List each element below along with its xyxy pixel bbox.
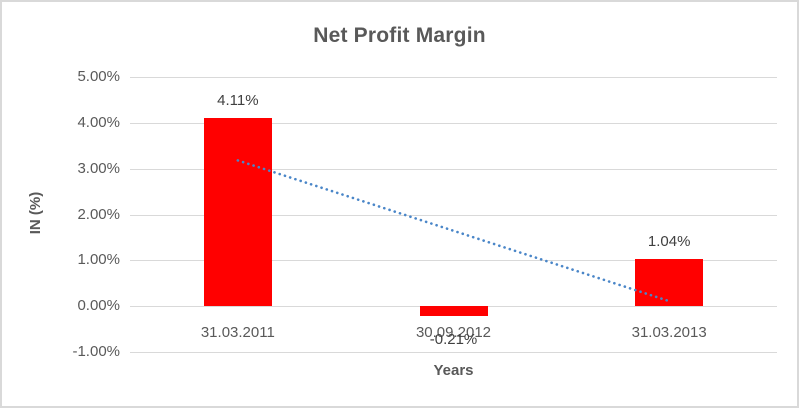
y-tick-label: 2.00%: [77, 205, 120, 223]
y-tick-label: 3.00%: [77, 159, 120, 177]
y-gridline: [130, 352, 777, 353]
bar: [635, 258, 704, 307]
x-category-label: 31.03.2013: [631, 324, 707, 342]
x-category-label: 31.03.2011: [200, 324, 275, 342]
y-gridline: [130, 168, 777, 170]
y-gridline: [130, 260, 777, 262]
chart-title: Net Profit Margin: [313, 24, 486, 47]
x-axis-title: Years: [433, 362, 474, 379]
x-category-label: 30.09.2012: [415, 324, 492, 342]
bar-data-label: 4.11%: [217, 91, 259, 109]
y-tick-label: 0.00%: [77, 297, 120, 315]
bar-data-label: -0.21%: [429, 330, 478, 348]
y-gridline: [130, 77, 777, 78]
y-tick-label: 5.00%: [77, 68, 120, 85]
y-tick-label: -1.00%: [72, 343, 120, 360]
trendline: [236, 159, 671, 303]
bar-data-label: 1.04%: [647, 232, 691, 250]
y-gridline: [130, 122, 777, 124]
y-gridline: [130, 214, 777, 216]
bar: [419, 306, 488, 316]
y-tick-label: 1.00%: [77, 251, 120, 269]
y-tick-label: 4.00%: [77, 113, 120, 131]
bar: [203, 117, 272, 307]
